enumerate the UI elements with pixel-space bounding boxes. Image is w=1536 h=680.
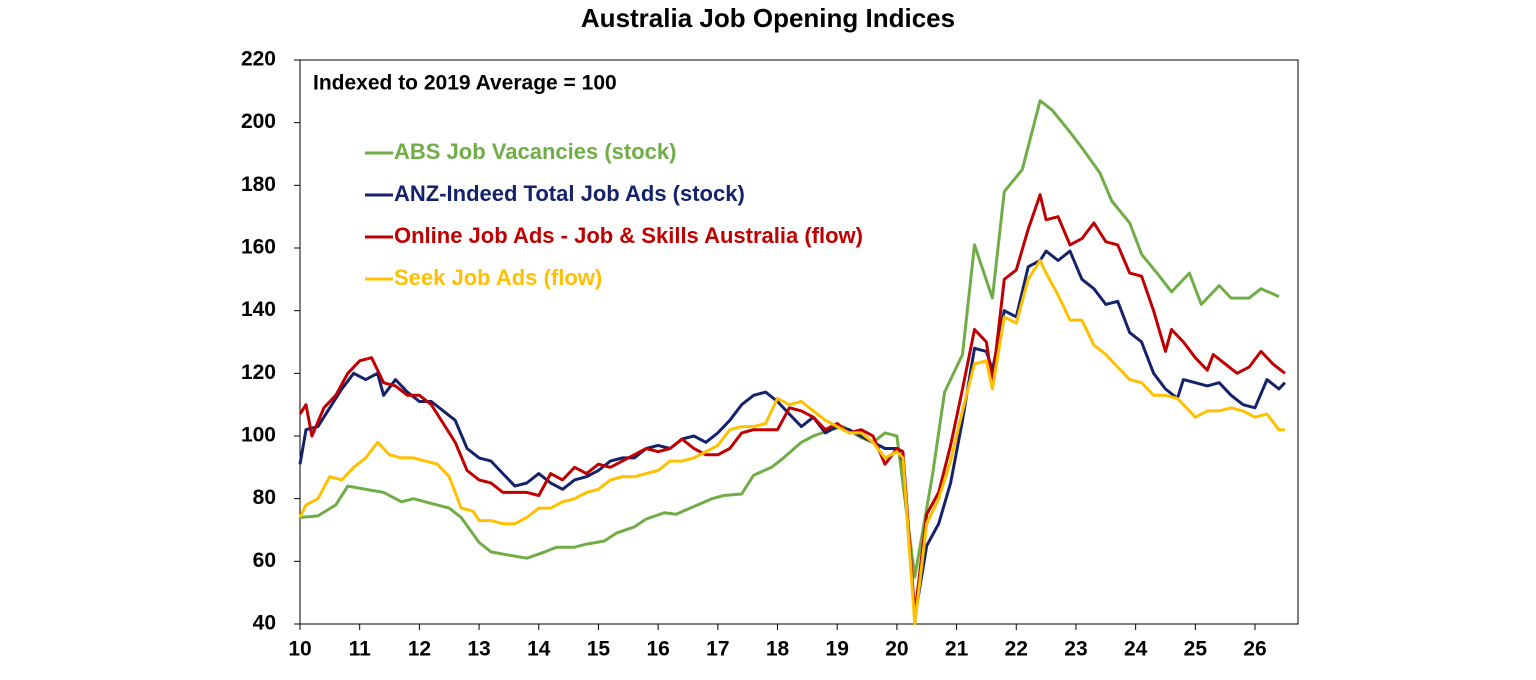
y-tick-label: 120 xyxy=(241,361,276,384)
series-line xyxy=(298,193,1286,617)
x-tick-label: 26 xyxy=(1243,638,1266,661)
legend-label: Seek Job Ads (flow) xyxy=(394,265,602,290)
x-tick-label: 24 xyxy=(1124,638,1148,661)
y-tick-label: 80 xyxy=(253,486,276,509)
y-tick-label: 160 xyxy=(241,236,276,259)
y-tick-label: 180 xyxy=(241,173,276,196)
annotation: Indexed to 2019 Average = 100 xyxy=(313,72,617,95)
y-tick-label: 60 xyxy=(253,549,276,572)
y-tick-label: 40 xyxy=(253,612,276,635)
x-tick-label: 19 xyxy=(826,638,849,661)
y-tick-label: 100 xyxy=(241,424,276,447)
y-tick-label: 200 xyxy=(241,110,276,133)
x-tick-label: 21 xyxy=(945,638,969,661)
x-tick-label: 15 xyxy=(587,638,611,661)
x-tick-label: 16 xyxy=(646,638,669,661)
series-line xyxy=(299,99,1280,579)
plot-frame xyxy=(299,59,1299,625)
x-tick-label: 22 xyxy=(1005,638,1028,661)
chart-title: Australia Job Opening Indices xyxy=(581,3,955,33)
series-line xyxy=(298,259,1285,626)
x-tick-label: 14 xyxy=(527,638,551,661)
x-tick-label: 17 xyxy=(706,638,729,661)
series-line xyxy=(298,249,1286,620)
legend-label: Online Job Ads - Job & Skills Australia … xyxy=(394,223,863,248)
x-tick-label: 10 xyxy=(288,638,311,661)
x-tick-label: 23 xyxy=(1064,638,1087,661)
legend-label: ANZ-Indeed Total Job Ads (stock) xyxy=(394,181,745,206)
x-tick-label: 18 xyxy=(766,638,790,661)
x-tick-label: 11 xyxy=(349,638,372,661)
y-tick-label: 140 xyxy=(241,298,276,321)
x-tick-label: 13 xyxy=(467,638,490,661)
legend-label: ABS Job Vacancies (stock) xyxy=(394,139,676,164)
x-tick-label: 20 xyxy=(885,638,908,661)
y-tick-label: 220 xyxy=(241,48,276,71)
x-tick-label: 25 xyxy=(1184,638,1208,661)
x-tick-label: 12 xyxy=(408,638,431,661)
